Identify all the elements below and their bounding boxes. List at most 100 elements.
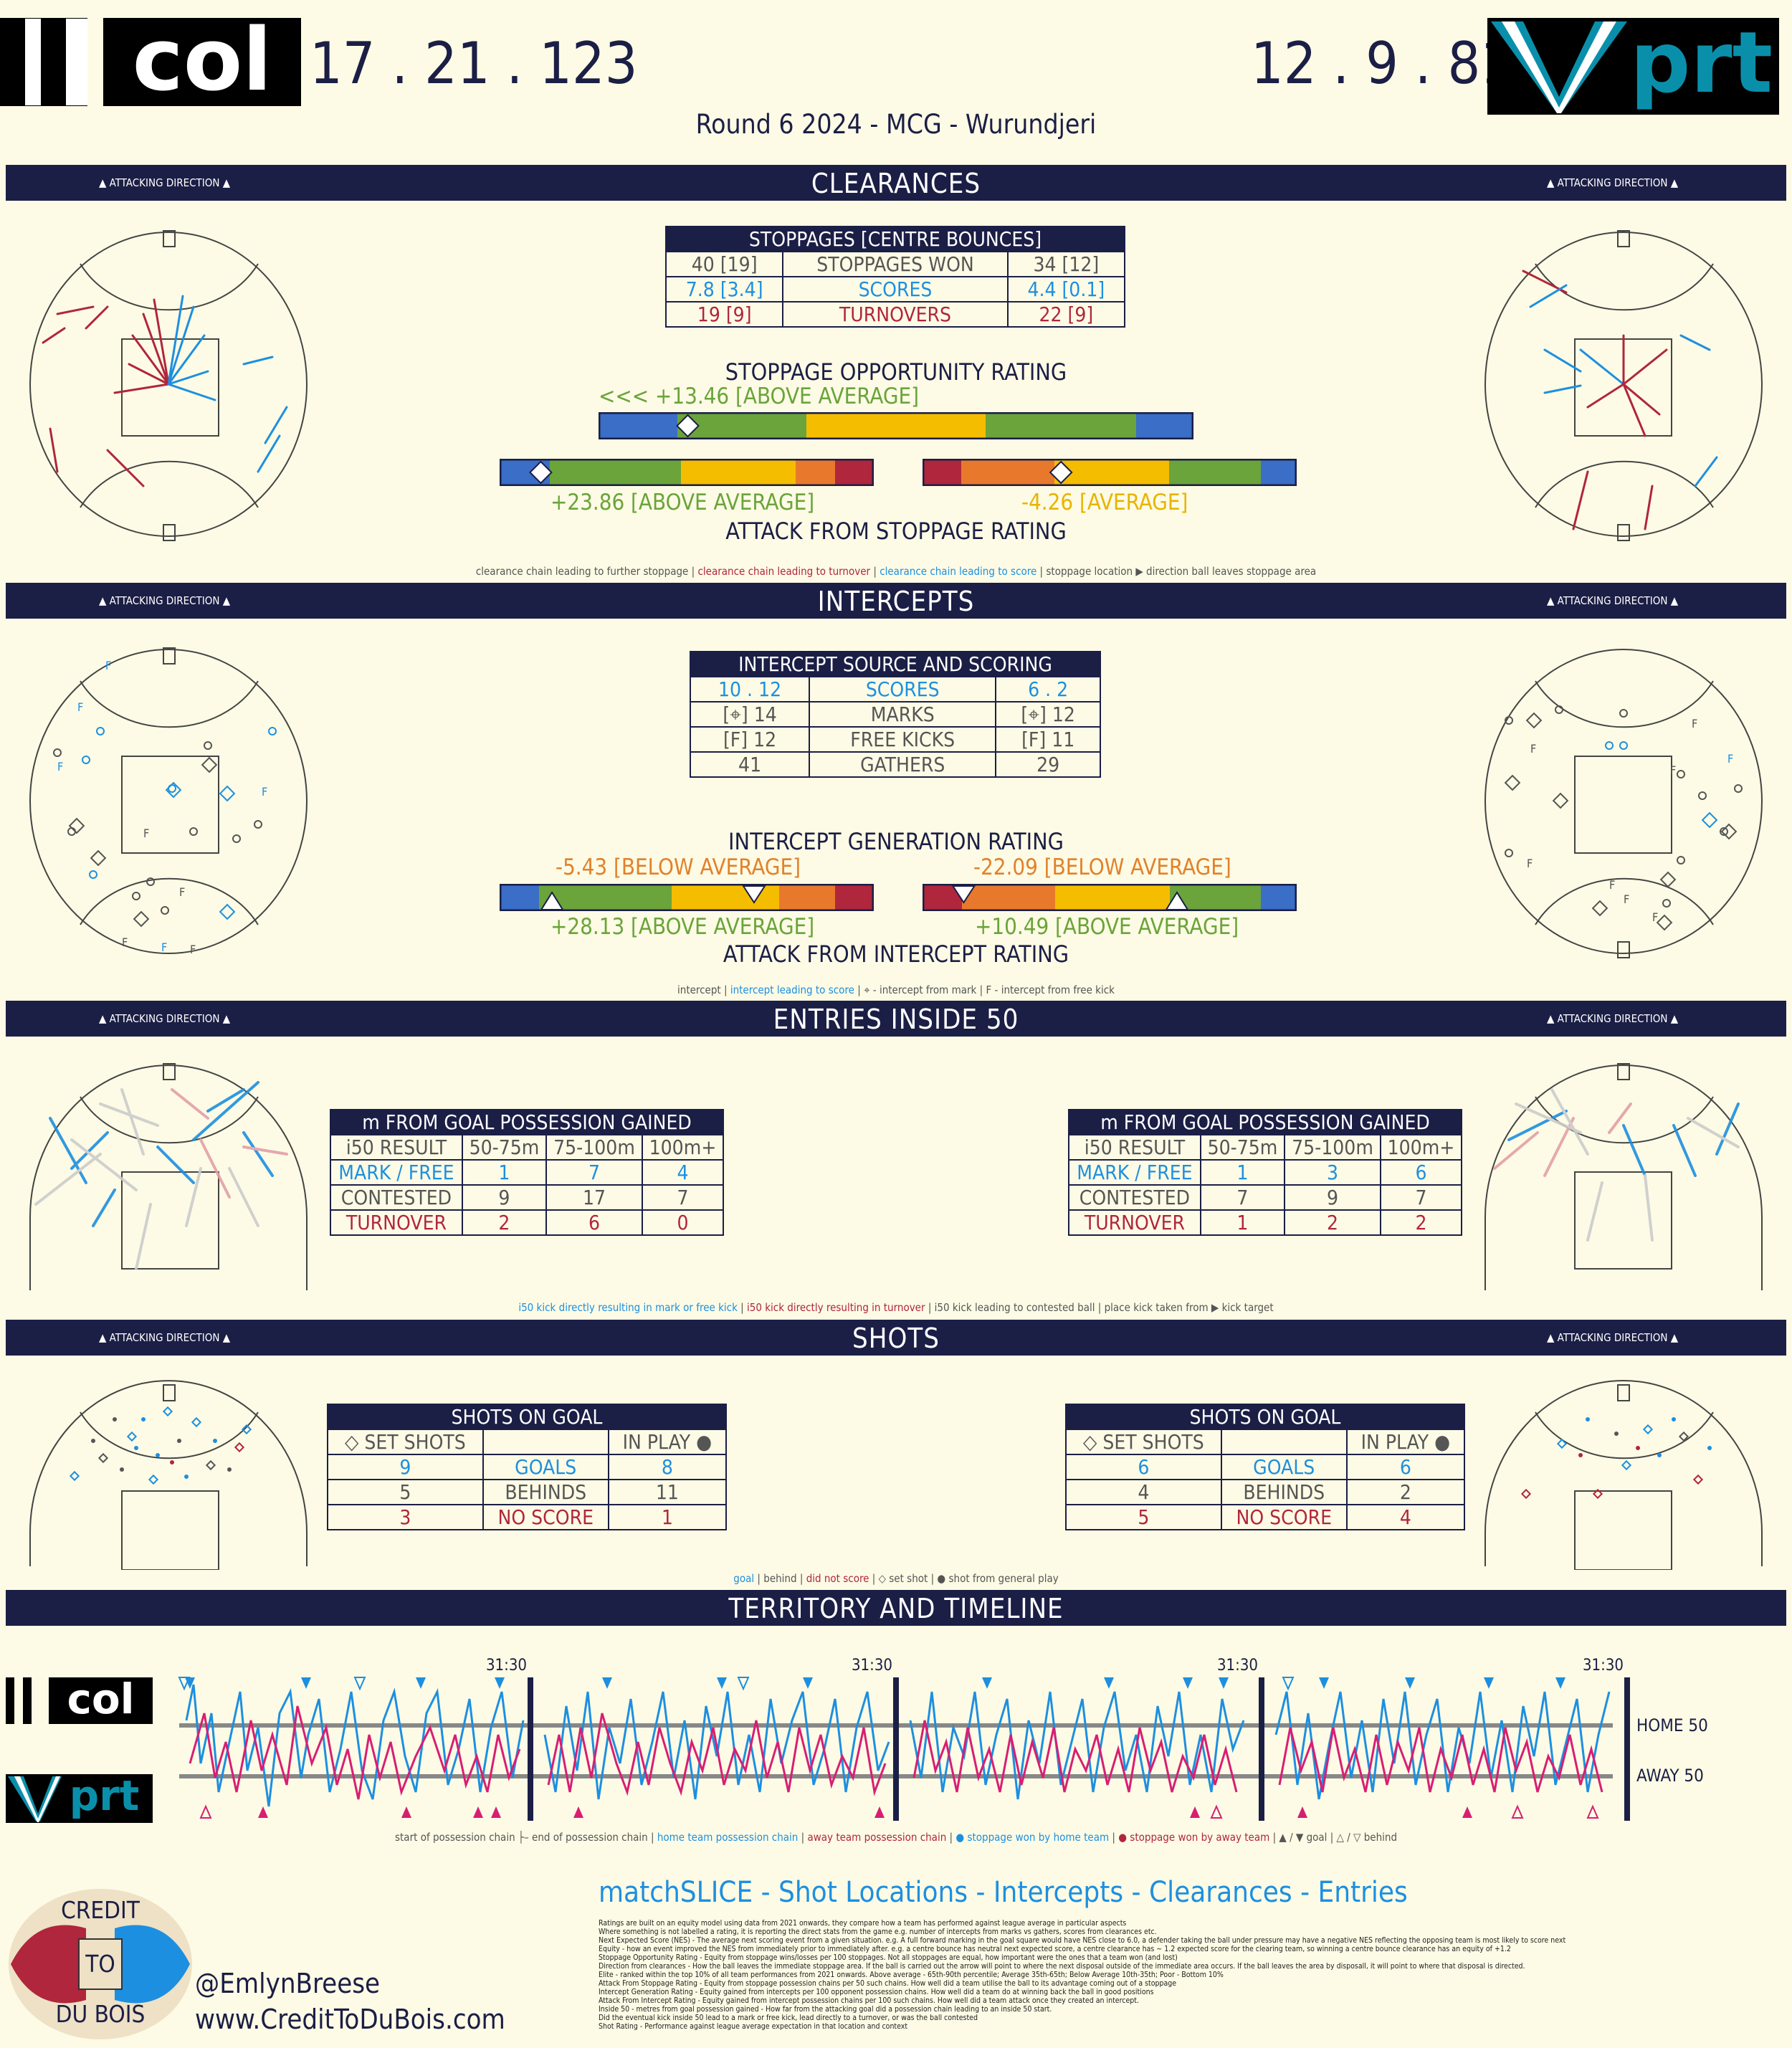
svg-text:F: F [179, 885, 185, 899]
svg-text:F: F [1692, 717, 1697, 730]
away-shots-field [1484, 1380, 1763, 1570]
table-cell: GATHERS [809, 751, 997, 778]
table-cell: 5 [1065, 1504, 1222, 1530]
attacking-direction-label: ▲ ATTACKING DIRECTION ▲ [99, 594, 231, 607]
legend-item: home team possession chain [657, 1831, 799, 1844]
table-cell: 29 [995, 751, 1101, 778]
rating-title: STOPPAGE OPPORTUNITY RATING [725, 358, 1067, 386]
table-cell: BEHINDS [1220, 1479, 1348, 1505]
rating-label: -22.09 [BELOW AVERAGE] [973, 854, 1231, 880]
attacking-direction-label: ▲ ATTACKING DIRECTION ▲ [99, 1012, 231, 1025]
home-intercept-field: F F F F F F F F F [29, 647, 308, 956]
legend-item: did not score [806, 1572, 869, 1585]
table-cell: [⌖] 12 [995, 701, 1101, 728]
table-cell: SCORES [782, 276, 1009, 303]
table-cell: 7 [641, 1184, 725, 1211]
rating-label: +23.86 [ABOVE AVERAGE] [551, 490, 815, 515]
shots-bar: ▲ ATTACKING DIRECTION ▲ SHOTS ▲ ATTACKIN… [6, 1320, 1786, 1356]
table-cell: 7 [545, 1159, 643, 1186]
column-header: IN PLAY ● [1345, 1429, 1466, 1455]
rating-title: ATTACK FROM INTERCEPT RATING [723, 940, 1069, 968]
table-cell: 1 [1199, 1209, 1286, 1236]
table-cell: 9 [461, 1184, 548, 1211]
svg-text:F: F [1527, 857, 1533, 870]
table-cell: 1 [461, 1159, 548, 1186]
table-cell: 9 [1284, 1184, 1381, 1211]
home-score: 17 . 21 . 123 [310, 30, 638, 97]
shots-legend: goal | behind | did not score | ◇ set sh… [733, 1572, 1059, 1585]
away-mini-logo: prt [6, 1774, 153, 1823]
table-cell: 3 [1284, 1159, 1381, 1186]
svg-text:F: F [1652, 910, 1658, 924]
table-cell: 11 [607, 1479, 728, 1505]
quarter-divider [1624, 1677, 1630, 1821]
legend-item: i50 kick leading to contested ball [934, 1301, 1095, 1314]
table-cell: 10 . 12 [689, 676, 811, 702]
legend-item: i50 kick directly resulting in turnover [747, 1301, 925, 1314]
note-line: Where something is not labelled a rating… [599, 1928, 1157, 1936]
home-entries-field [29, 1063, 308, 1290]
table-cell: 6 [1065, 1454, 1222, 1480]
note-line: Did the eventual kick inside 50 lead to … [599, 2014, 978, 2022]
table-cell: MARK / FREE [330, 1159, 463, 1186]
attack-marker [1165, 891, 1189, 910]
table-cell: NO SCORE [1220, 1504, 1348, 1530]
table-cell: CONTESTED [1068, 1184, 1201, 1211]
table-cell: TURNOVER [1068, 1209, 1201, 1236]
attacking-direction-label: ▲ ATTACKING DIRECTION ▲ [1547, 1331, 1679, 1344]
svg-text:F: F [1609, 878, 1615, 892]
table-title: SHOTS ON GOAL [1065, 1404, 1465, 1430]
table-cell: 2 [1284, 1209, 1381, 1236]
table-cell: 1 [1199, 1159, 1286, 1186]
intercepts-bar: ▲ ATTACKING DIRECTION ▲ INTERCEPTS ▲ ATT… [6, 583, 1786, 619]
table-cell: GOALS [482, 1454, 609, 1480]
credit-text: CREDIT [61, 1896, 140, 1924]
home-clearance-field [29, 230, 308, 541]
section-title: CLEARANCES [811, 168, 981, 199]
credit-text: DU BOIS [55, 2000, 146, 2028]
note-line: Shot Rating - Performance against league… [599, 2022, 908, 2031]
home-logo: col [0, 18, 301, 106]
clearance-legend: clearance chain leading to further stopp… [475, 565, 1317, 578]
away-abbr: prt [1629, 13, 1773, 112]
legend-item: ◇ set shot [878, 1572, 928, 1585]
table-title: m FROM GOAL POSSESSION GAINED [330, 1109, 724, 1135]
entries-legend: i50 kick directly resulting in mark or f… [518, 1301, 1274, 1314]
credit-text: TO [85, 1950, 115, 1978]
note-line: Intercept Generation Rating - Equity gai… [599, 1988, 1154, 1996]
column-header: 100m+ [641, 1134, 725, 1161]
product-title: matchSLICE - Shot Locations - Intercepts… [599, 1876, 1408, 1909]
website-link[interactable]: www.CreditToDuBois.com [195, 2004, 505, 2035]
svg-text:F: F [190, 943, 196, 956]
intercept-legend: intercept | intercept leading to score |… [677, 983, 1115, 996]
table-cell: 6 . 2 [995, 676, 1101, 702]
legend-item: intercept [677, 983, 721, 996]
table-cell: GOALS [1220, 1454, 1348, 1480]
quarter-time-label: 31:30 [1217, 1657, 1258, 1675]
legend-item: start of possession chain ├– end of poss… [394, 1831, 648, 1844]
column-header: 50-75m [1199, 1134, 1286, 1161]
legend-item: away team possession chain [807, 1831, 947, 1844]
column-header: ◇ SET SHOTS [1065, 1429, 1222, 1455]
table-cell: 19 [9] [664, 301, 784, 328]
quarter-divider [1259, 1677, 1264, 1821]
away-goal-markers [258, 1806, 1472, 1818]
legend-item: ● shot from general play [937, 1572, 1059, 1585]
table-cell: 7 [1199, 1184, 1286, 1211]
section-title: INTERCEPTS [817, 586, 975, 617]
rating-marker [529, 460, 553, 485]
intercept-away-bar [922, 883, 1297, 912]
svg-text:F: F [57, 760, 63, 773]
table-cell: 3 [327, 1504, 484, 1530]
table-cell: 7 [1379, 1184, 1463, 1211]
quarter-divider [893, 1677, 899, 1821]
table-cell: 22 [9] [1006, 301, 1126, 328]
table-cell: 9 [327, 1454, 484, 1480]
table-cell: 4.4 [0.1] [1006, 276, 1126, 303]
away-mini-abbr: prt [69, 1771, 140, 1820]
table-title: m FROM GOAL POSSESSION GAINED [1068, 1109, 1462, 1135]
attacking-direction-label: ▲ ATTACKING DIRECTION ▲ [99, 176, 231, 189]
twitter-handle[interactable]: @EmlynBreese [195, 1968, 381, 1999]
away50-label: AWAY 50 [1636, 1766, 1704, 1786]
section-title: TERRITORY AND TIMELINE [728, 1593, 1064, 1624]
